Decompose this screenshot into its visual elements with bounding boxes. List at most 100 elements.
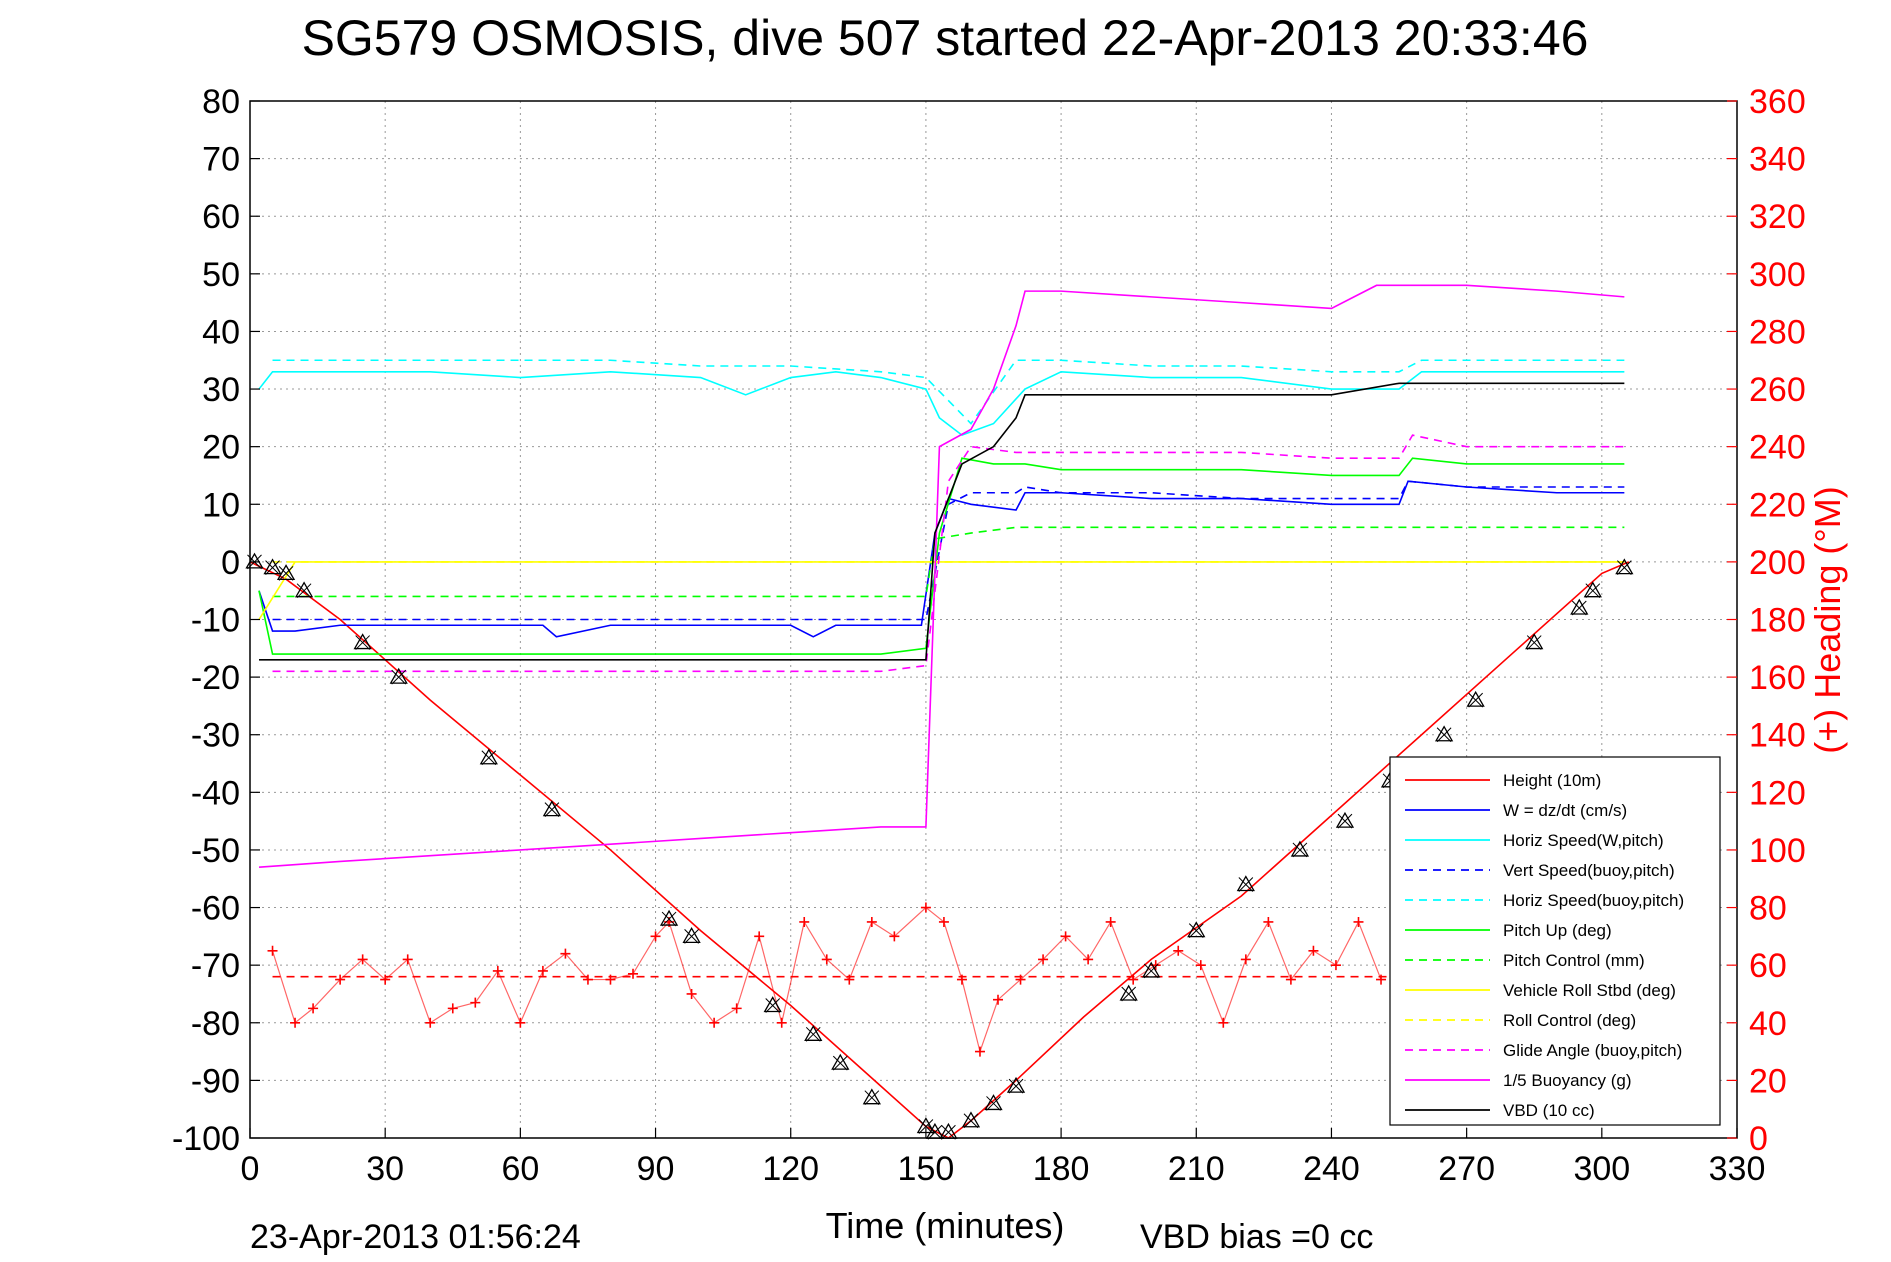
right-tick-label: 140: [1749, 717, 1806, 755]
legend-items: Height (10m) W = dz/dt (cm/s) Horiz Speed(…: [1405, 771, 1684, 1120]
legend-box: [1389, 756, 1721, 1126]
height-marker: [479, 748, 498, 765]
series-line-1: [258, 480, 1625, 638]
height-marker-cross: [1526, 635, 1542, 650]
right-axis-ticks: 3603403203002802602402202001801601401201…: [1727, 83, 1806, 1158]
height-marker-cross: [481, 750, 497, 766]
left-tick-label: 60: [202, 198, 240, 236]
height-marker: [984, 1094, 1003, 1111]
legend: Height (10m) W = dz/dt (cm/s) Horiz Speed(…: [1389, 756, 1721, 1126]
legend-label: Pitch Up (deg): [1503, 921, 1612, 940]
series-line-10: [258, 284, 1625, 869]
height-marker-cross: [765, 998, 781, 1013]
series-line-3: [272, 480, 1625, 621]
height-marker-cross: [1616, 560, 1632, 576]
height-marker: [1583, 581, 1602, 598]
series-line-11: [259, 382, 1625, 661]
x-tick-label: 60: [501, 1150, 539, 1188]
legend-label: 1/5 Buoyancy (g): [1503, 1071, 1632, 1090]
height-marker: [1236, 875, 1255, 892]
height-marker: [353, 633, 372, 650]
right-tick-label: 320: [1749, 198, 1806, 236]
height-marker: [542, 800, 562, 817]
legend-label: Glide Angle (buoy,pitch): [1503, 1041, 1682, 1060]
x-tick-label: 120: [762, 1150, 819, 1188]
left-tick-label: -80: [191, 1005, 240, 1043]
x-tick-label: 270: [1438, 1150, 1495, 1188]
height-marker-cross: [1292, 842, 1308, 858]
height-marker-cross: [864, 1090, 880, 1106]
series-line-2: [258, 370, 1625, 437]
right-tick-label: 360: [1749, 83, 1806, 121]
height-marker: [1187, 921, 1206, 938]
height-marker-cross: [265, 560, 280, 576]
right-axis-label: (+) Heading (°M): [1807, 486, 1848, 753]
height-marker: [1006, 1076, 1026, 1093]
height-marker: [276, 564, 296, 581]
heading-point: [267, 945, 278, 956]
height-marker-cross: [832, 1055, 848, 1071]
legend-label: Vehicle Roll Stbd (deg): [1503, 981, 1676, 1000]
height-marker: [1335, 811, 1355, 828]
height-marker-cross: [296, 583, 312, 599]
x-tick-label: 0: [241, 1150, 260, 1188]
right-tick-label: 260: [1749, 371, 1806, 409]
x-tick-label: 210: [1168, 1150, 1225, 1188]
legend-label: Pitch Control (mm): [1503, 951, 1645, 970]
height-marker-cross: [544, 802, 560, 817]
left-tick-label: 30: [202, 371, 240, 409]
height-marker: [1434, 725, 1454, 742]
left-tick-label: 50: [202, 256, 240, 294]
right-tick-label: 20: [1749, 1062, 1787, 1100]
height-marker-cross: [1337, 813, 1353, 829]
footer-timestamp: 23-Apr-2013 01:56:24: [250, 1218, 581, 1256]
height-marker-cross: [1008, 1078, 1024, 1094]
height-marker: [682, 927, 701, 944]
series-line-9: [272, 434, 1625, 673]
height-marker-cross: [661, 911, 677, 927]
right-tick-label: 100: [1749, 832, 1806, 870]
height-marker-cross: [1468, 692, 1484, 708]
x-tick-label: 150: [898, 1150, 955, 1188]
height-marker-cross: [278, 566, 294, 581]
footer-vbd-bias: VBD bias =0 cc: [1140, 1218, 1373, 1256]
x-tick-label: 30: [366, 1150, 404, 1188]
series-line-6: [272, 526, 1625, 598]
left-tick-label: -70: [191, 947, 240, 985]
right-tick-label: 60: [1749, 947, 1787, 985]
height-marker-cross: [684, 929, 699, 944]
height-marker: [294, 581, 314, 598]
right-tick-label: 340: [1749, 141, 1806, 179]
left-tick-label: -40: [191, 774, 240, 812]
height-marker-cross: [805, 1026, 821, 1042]
left-tick-label: -60: [191, 890, 240, 928]
height-marker: [1525, 633, 1544, 650]
height-marker: [961, 1111, 981, 1128]
height-marker: [389, 667, 408, 684]
series-line-4: [272, 359, 1625, 425]
height-marker-cross: [1571, 600, 1587, 616]
x-axis-ticks: 0 30 60 90 120 150 180 210 240 270 300 330: [241, 1128, 1765, 1188]
right-tick-label: 280: [1749, 313, 1806, 351]
right-tick-label: 40: [1749, 1005, 1787, 1043]
height-marker-cross: [355, 635, 371, 650]
series-line-5: [258, 457, 1625, 655]
height-marker-cross: [1121, 986, 1137, 1002]
height-marker: [804, 1024, 823, 1041]
series-line-7: [258, 561, 1625, 620]
height-marker: [862, 1088, 881, 1105]
left-tick-label: 80: [202, 83, 240, 121]
left-tick-label: -90: [191, 1062, 240, 1100]
right-tick-label: 80: [1749, 890, 1787, 928]
x-axis-label: Time (minutes): [826, 1205, 1065, 1246]
height-marker-cross: [986, 1096, 1001, 1111]
x-tick-label: 300: [1573, 1150, 1630, 1188]
right-tick-label: 240: [1749, 429, 1806, 467]
right-tick-label: 300: [1749, 256, 1806, 294]
right-tick-label: 120: [1749, 774, 1806, 812]
height-marker: [659, 909, 679, 926]
height-marker-cross: [1238, 877, 1254, 892]
left-tick-label: -30: [191, 717, 240, 755]
left-axis-ticks: 80 70 60 50 40 30 20 10 0 -10 -20 -30 -40 -50 -60 -70 -8…: [172, 83, 260, 1158]
